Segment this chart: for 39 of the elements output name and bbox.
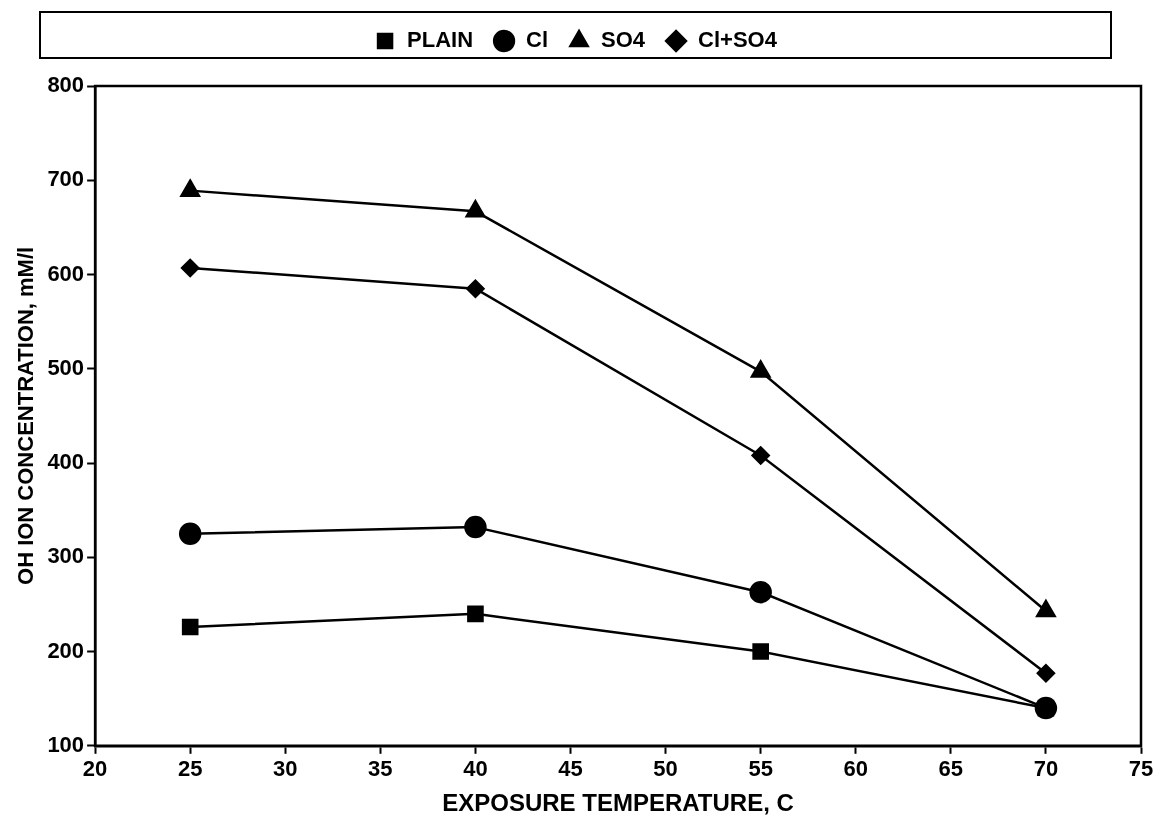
point [464,515,487,539]
x-tick-label: 30 [273,756,298,782]
legend-label: Cl+SO4 [698,27,778,53]
x-tick-label: 50 [653,756,678,782]
point [181,618,199,636]
point [180,258,200,278]
point [1036,663,1056,683]
point [466,279,485,298]
y-tick-label: 800 [47,72,85,98]
x-tick-label: 70 [1033,756,1059,782]
point [465,200,486,218]
x-tick-label: 20 [82,756,108,782]
point [751,446,770,465]
point [178,522,202,545]
point [752,643,769,660]
y-tick-label: 100 [47,731,85,757]
y-axis-title: OH ION CONCENTRATION, mM/l [13,246,39,585]
point [180,179,201,197]
x-tick-label: 40 [463,756,488,782]
y-tick-label: 600 [47,260,85,286]
legend-label: SO4 [601,27,646,53]
y-tick-label: 500 [47,354,85,380]
x-tick-label: 45 [558,756,583,782]
x-tick-label: 60 [843,756,868,782]
x-axis-title: EXPOSURE TEMPERATURE, C [442,789,794,817]
legend-label: Cl [526,27,549,53]
x-tick-label: 35 [368,756,393,782]
x-tick-label: 25 [177,756,203,782]
y-tick-label: 400 [47,449,85,475]
point [750,360,771,378]
x-tick-label: 65 [938,756,964,782]
y-tick-label: 200 [47,637,85,663]
x-tick-label: 55 [748,756,773,782]
legend-label: PLAIN [407,27,474,53]
y-tick-label: 300 [47,543,85,569]
y-tick-label: 700 [47,166,85,192]
point [467,605,484,623]
x-tick-label: 75 [1128,756,1154,782]
point [749,580,772,604]
